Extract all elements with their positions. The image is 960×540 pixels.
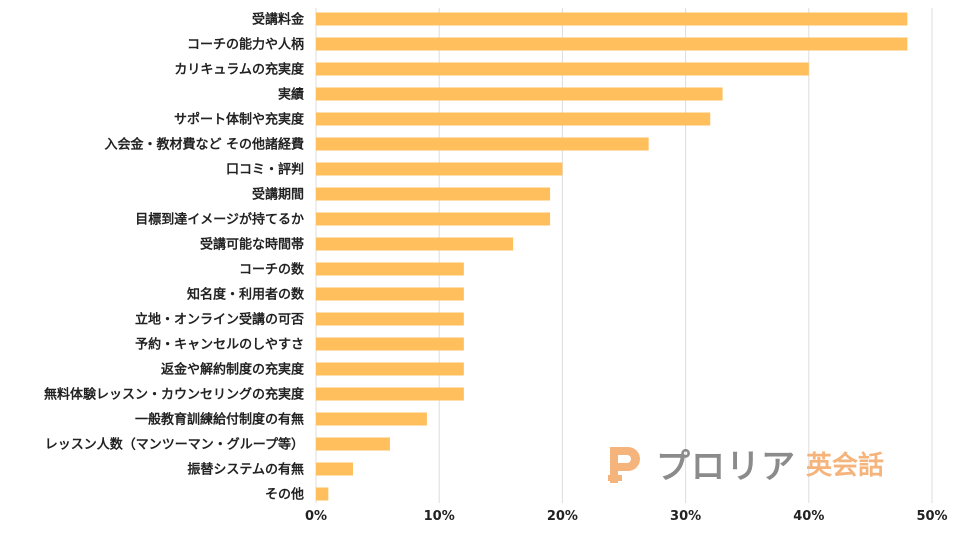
bar [316, 37, 908, 51]
logo-name: プロリア [656, 446, 796, 487]
category-label: 無料体験レッスン・カウンセリングの充実度 [44, 387, 305, 403]
bar [316, 62, 809, 76]
x-axis-tick-labels: 0% 10% 20% 30% 40% 50% [305, 509, 948, 524]
category-label: 目標到達イメージが持てるか [135, 212, 304, 228]
category-label: コーチの数 [239, 262, 305, 278]
bar [316, 137, 649, 151]
bar [316, 212, 551, 226]
bar [316, 162, 563, 176]
x-tick-label: 40% [793, 509, 824, 524]
bar [316, 262, 464, 276]
x-tick-label: 50% [916, 509, 947, 524]
category-label: 口コミ・評判 [226, 162, 304, 178]
category-label: 受講可能な時間帯 [200, 237, 304, 253]
category-label: 受講料金 [252, 12, 305, 28]
category-label: 返金や解約制度の充実度 [161, 362, 305, 378]
proria-logo: プロリア 英会話 [604, 440, 885, 487]
category-label: カリキュラムの充実度 [174, 62, 305, 78]
bar [316, 462, 353, 476]
category-labels: 受講料金コーチの能力や人柄カリキュラムの充実度実績サポート体制や充実度入会金・教… [44, 12, 305, 503]
bar [316, 12, 908, 26]
bar [316, 387, 464, 401]
category-label: 入会金・教材費など その他諸経費 [104, 137, 304, 153]
bar [316, 362, 464, 376]
bar [316, 337, 464, 351]
category-label: 一般教育訓練給付制度の有無 [135, 412, 304, 428]
gridlines [315, 8, 933, 503]
category-label: レッスン人数（マンツーマン・グループ等） [45, 437, 304, 453]
category-label: 知名度・利用者の数 [187, 287, 305, 303]
bar [316, 87, 723, 101]
x-tick-label: 30% [670, 509, 701, 524]
category-label: 予約・キャンセルのしやすさ [135, 337, 304, 353]
category-label: 実績 [278, 87, 304, 103]
bars [316, 12, 908, 501]
bar [316, 187, 551, 201]
bar [316, 237, 514, 251]
category-label: 受講期間 [252, 187, 304, 203]
proria-p-logo-icon [608, 447, 640, 483]
category-label: サポート体制や充実度 [174, 112, 305, 128]
bar [316, 112, 711, 126]
x-tick-label: 20% [547, 509, 578, 524]
bar [316, 437, 390, 451]
bar [316, 287, 464, 301]
x-tick-label: 10% [424, 509, 455, 524]
bar [316, 487, 329, 501]
bar [316, 412, 427, 426]
bar [316, 312, 464, 326]
x-tick-label: 0% [305, 509, 327, 524]
category-label: コーチの能力や人柄 [187, 37, 304, 53]
category-label: 振替システムの有無 [187, 462, 304, 478]
logo-subtitle: 英会話 [806, 450, 885, 481]
category-label: 立地・オンライン受講の可否 [135, 312, 304, 328]
category-label: その他 [265, 487, 304, 503]
